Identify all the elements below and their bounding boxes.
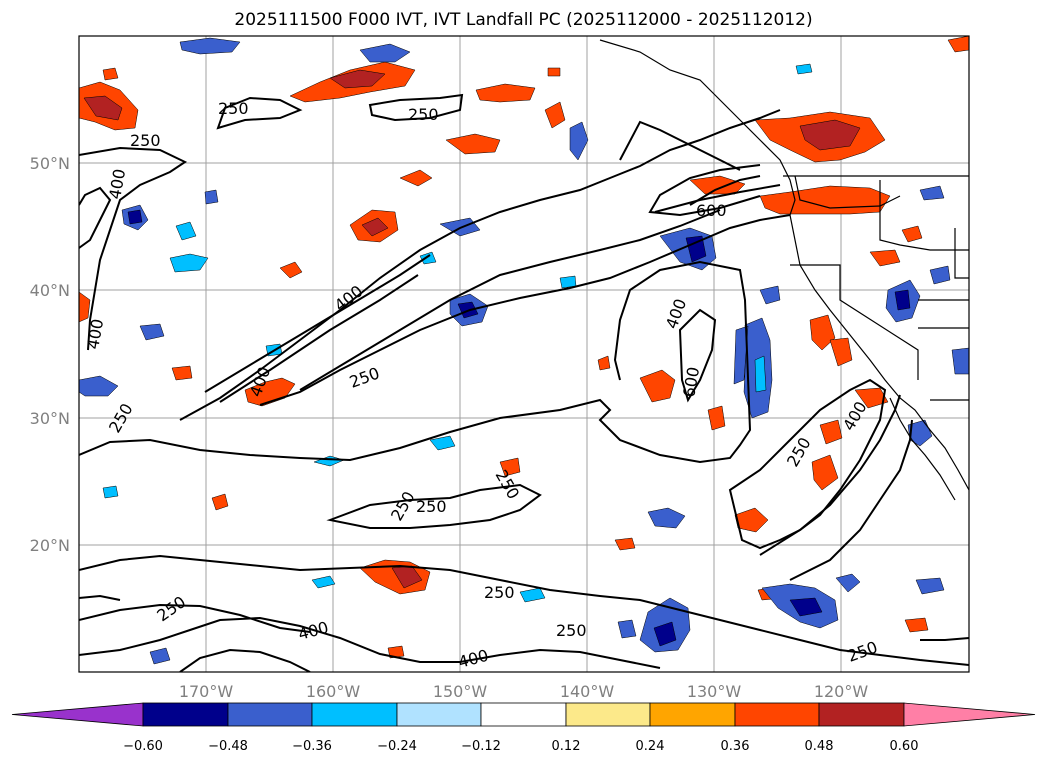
colorbar-tick: 0.12	[552, 739, 581, 754]
contour-label: 600	[696, 201, 727, 220]
colorbar-tick: 0.60	[890, 739, 919, 754]
contour-label: 250	[130, 131, 161, 150]
colorbar-cell	[228, 703, 312, 726]
colorbar-tick: 0.48	[805, 739, 834, 754]
colorbar-cell	[143, 703, 228, 726]
colorbar-tick: −0.48	[208, 739, 248, 754]
contour-label: 250	[218, 99, 249, 118]
lat-label: 30°N	[30, 409, 70, 428]
map-figure: 250 250 250 400 400 400 250 400 250 600 …	[0, 0, 1047, 765]
colorbar-cell	[12, 703, 143, 726]
colorbar-cell	[397, 703, 481, 726]
latitude-labels: 50°N 40°N 30°N 20°N	[30, 154, 70, 555]
colorbar-tick: −0.36	[292, 739, 332, 754]
lon-label: 120°W	[814, 682, 869, 701]
colorbar-cell	[904, 703, 1035, 726]
colorbar-ticks: −0.60 −0.48 −0.36 −0.24 −0.12 0.12 0.24 …	[123, 739, 918, 754]
contour-label: 250	[556, 621, 587, 640]
lon-label: 130°W	[687, 682, 742, 701]
colorbar-cell	[650, 703, 735, 726]
colorbar-cell	[735, 703, 819, 726]
lat-label: 20°N	[30, 536, 70, 555]
colorbar-tick: −0.12	[461, 739, 501, 754]
colorbar-cell	[819, 703, 904, 726]
colorbar-tick: 0.36	[721, 739, 750, 754]
lat-label: 50°N	[30, 154, 70, 173]
colorbar	[12, 703, 1035, 726]
lon-label: 150°W	[433, 682, 488, 701]
lon-label: 140°W	[560, 682, 615, 701]
contour-label: 250	[416, 497, 447, 516]
colorbar-cell	[566, 703, 650, 726]
longitude-labels: 170°W 160°W 150°W 140°W 130°W 120°W	[179, 682, 869, 701]
colorbar-cell	[312, 703, 397, 726]
lon-label: 160°W	[306, 682, 361, 701]
colorbar-tick: −0.60	[123, 739, 163, 754]
colorbar-cell	[481, 703, 566, 726]
contour-label: 250	[484, 583, 515, 602]
contour-label: 250	[408, 105, 439, 124]
colorbar-tick: 0.24	[636, 739, 665, 754]
colorbar-tick: −0.24	[377, 739, 417, 754]
lon-label: 170°W	[179, 682, 234, 701]
lat-label: 40°N	[30, 281, 70, 300]
